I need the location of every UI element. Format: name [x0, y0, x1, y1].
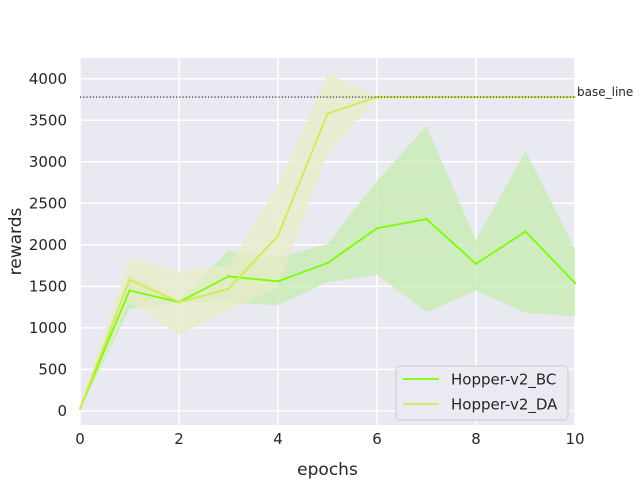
data-point — [474, 95, 478, 99]
y-tick-label: 1000 — [29, 319, 67, 337]
data-point — [474, 262, 478, 266]
data-point — [227, 287, 230, 291]
x-tick-label: 2 — [174, 430, 184, 448]
legend: Hopper-v2_BC Hopper-v2_DA — [395, 365, 569, 421]
x-tick-label: 6 — [372, 430, 382, 448]
x-tick-label: 4 — [273, 430, 283, 448]
baseline-label: base_line — [577, 85, 633, 99]
data-point — [326, 261, 329, 265]
annotations: base_line — [80, 85, 633, 99]
legend-label-bc: Hopper-v2_BC — [451, 371, 556, 390]
x-tick-label: 10 — [565, 430, 584, 448]
data-point — [375, 227, 379, 230]
legend-label-da: Hopper-v2_DA — [451, 396, 558, 415]
x-axis-label: epochs — [297, 460, 358, 480]
confidence-bands — [80, 73, 575, 411]
data-point — [276, 280, 280, 283]
y-tick-label: 3000 — [29, 153, 67, 171]
x-tick-label: 0 — [75, 430, 85, 448]
data-point — [78, 407, 82, 410]
y-tick-label: 3500 — [29, 111, 67, 129]
data-point — [177, 300, 181, 304]
data-point — [375, 95, 379, 99]
confidence-band — [80, 126, 575, 411]
confidence-band — [80, 73, 575, 411]
data-point — [425, 217, 428, 221]
data-point — [128, 289, 131, 292]
data-point — [573, 281, 577, 285]
x-tick-label: 8 — [471, 430, 481, 448]
series-lines — [78, 95, 577, 410]
tick-labels: 0 2 4 6 8 10 0 500 1000 1500 2000 2500 3000 3500 4000 — [29, 70, 585, 448]
y-tick-label: 4000 — [29, 70, 67, 88]
data-point — [128, 278, 131, 281]
data-point — [573, 95, 577, 99]
y-tick-label: 500 — [38, 360, 67, 378]
y-tick-label: 1500 — [29, 277, 67, 295]
data-point — [227, 275, 230, 278]
y-tick-label: 2000 — [29, 236, 67, 254]
data-point — [524, 230, 527, 233]
y-axis-label: rewards — [6, 207, 26, 275]
y-tick-label: 0 — [57, 402, 67, 420]
data-point — [276, 234, 280, 237]
data-point — [326, 112, 329, 115]
y-tick-label: 2500 — [29, 194, 67, 212]
